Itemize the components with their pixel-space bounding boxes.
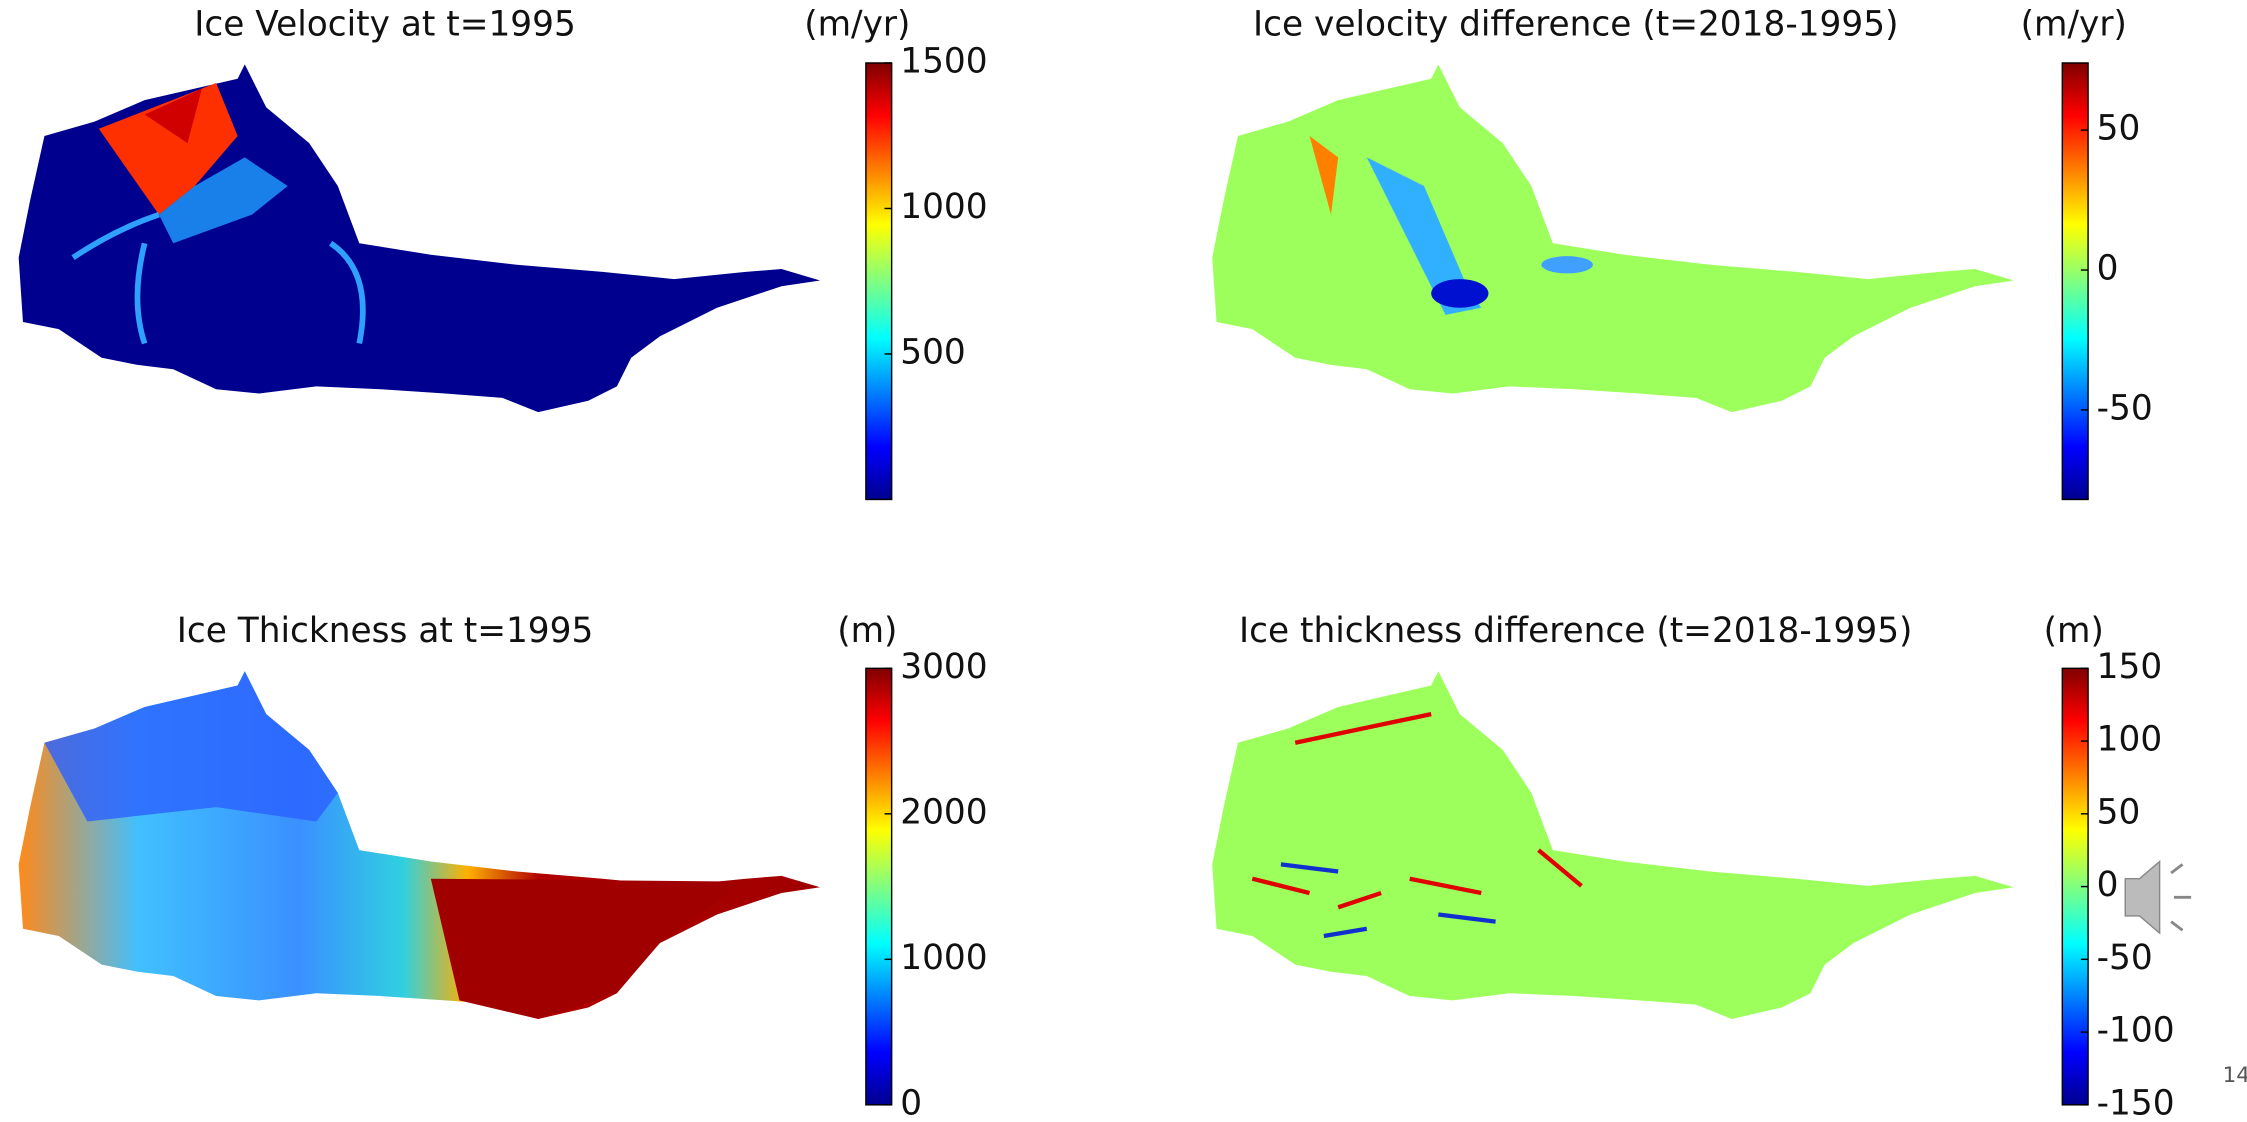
velocity-diff-map — [1212, 64, 2014, 413]
unit-label: (m) — [2044, 611, 2104, 651]
colorbar-tick-label: -150 — [2097, 1083, 2175, 1122]
colorbar-tick-label: 1500 — [900, 41, 987, 81]
colorbar-tick-label: 1000 — [900, 938, 987, 978]
colorbar-tick-label: 3000 — [900, 647, 987, 687]
unit-label: (m) — [837, 611, 897, 651]
thickness-diff-map — [1212, 671, 2014, 1019]
colorbar-tick-label: 500 — [900, 332, 966, 372]
colorbar-tick-label: -50 — [2097, 938, 2153, 978]
panel-title: Ice Thickness at t=1995 — [177, 611, 594, 651]
panel-title: Ice velocity difference (t=2018-1995) — [1253, 4, 1898, 44]
colorbar — [865, 667, 893, 1106]
colorbar-tick-label: 50 — [2097, 792, 2141, 832]
velocity-map — [18, 64, 821, 413]
colorbar — [2061, 62, 2089, 501]
colorbar-tick-label: 0 — [2097, 865, 2119, 905]
speaker-icon[interactable] — [2124, 859, 2192, 935]
colorbar-tick-label: 50 — [2097, 109, 2141, 149]
page-number: 14 — [2223, 1063, 2247, 1088]
colorbar-tick-label: 100 — [2097, 720, 2163, 760]
colorbar — [865, 62, 893, 501]
unit-label: (m/yr) — [804, 4, 910, 44]
colorbar-tick-label: 0 — [2097, 249, 2119, 289]
colorbar-tick-label: 0 — [900, 1083, 922, 1122]
panel-title: Ice thickness difference (t=2018-1995) — [1239, 611, 1912, 651]
colorbar-tick-label: 1000 — [900, 187, 987, 227]
colorbar-tick-label: -100 — [2097, 1011, 2175, 1051]
panel-title: Ice Velocity at t=1995 — [194, 4, 576, 44]
colorbar-tick-label: 150 — [2097, 647, 2163, 687]
colorbar-tick-label: 2000 — [900, 792, 987, 832]
unit-label: (m/yr) — [2021, 4, 2127, 44]
colorbar-tick-label: -50 — [2097, 388, 2153, 428]
thickness-map — [18, 671, 821, 1019]
